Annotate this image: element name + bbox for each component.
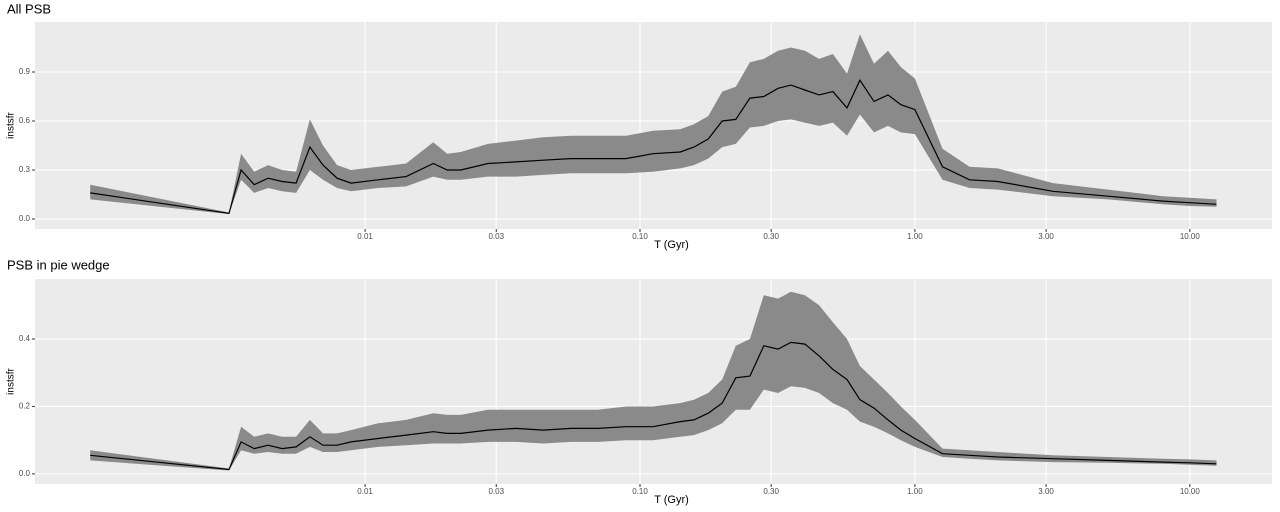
y-tick-label: 0.6 xyxy=(19,116,31,125)
x-tick-label: 0.10 xyxy=(632,487,648,496)
panel-title: PSB in pie wedge xyxy=(7,257,110,272)
x-tick-label: 3.00 xyxy=(1038,232,1054,241)
x-tick-label: 10.00 xyxy=(1180,487,1201,496)
panel-title: All PSB xyxy=(7,1,51,16)
x-tick-label: 10.00 xyxy=(1180,232,1201,241)
x-axis-label: T (Gyr) xyxy=(654,239,689,251)
y-tick-label: 0.2 xyxy=(19,402,31,411)
y-axis-label: instsfr xyxy=(6,111,17,138)
y-axis-label: instsfr xyxy=(6,367,17,394)
x-axis-label: T (Gyr) xyxy=(654,494,689,506)
x-tick-label: 0.30 xyxy=(763,232,779,241)
x-tick-label: 0.10 xyxy=(632,232,648,241)
y-tick-label: 0.3 xyxy=(19,165,31,174)
ribbon xyxy=(90,291,1217,471)
x-tick-label: 0.30 xyxy=(763,487,779,496)
y-tick-label: 0.0 xyxy=(19,214,31,223)
x-tick-label: 1.00 xyxy=(907,232,923,241)
x-tick-label: 0.03 xyxy=(488,232,504,241)
x-tick-label: 0.01 xyxy=(357,232,373,241)
line xyxy=(90,78,1217,214)
y-tick-label: 0.4 xyxy=(19,334,31,343)
x-tick-label: 0.01 xyxy=(357,487,373,496)
ribbon xyxy=(90,34,1217,215)
x-tick-label: 1.00 xyxy=(907,487,923,496)
panel-background xyxy=(35,279,1272,484)
y-tick-label: 0.0 xyxy=(19,469,31,478)
x-tick-label: 3.00 xyxy=(1038,487,1054,496)
x-tick-label: 0.03 xyxy=(488,487,504,496)
line xyxy=(90,341,1217,471)
y-tick-label: 0.9 xyxy=(19,67,31,76)
